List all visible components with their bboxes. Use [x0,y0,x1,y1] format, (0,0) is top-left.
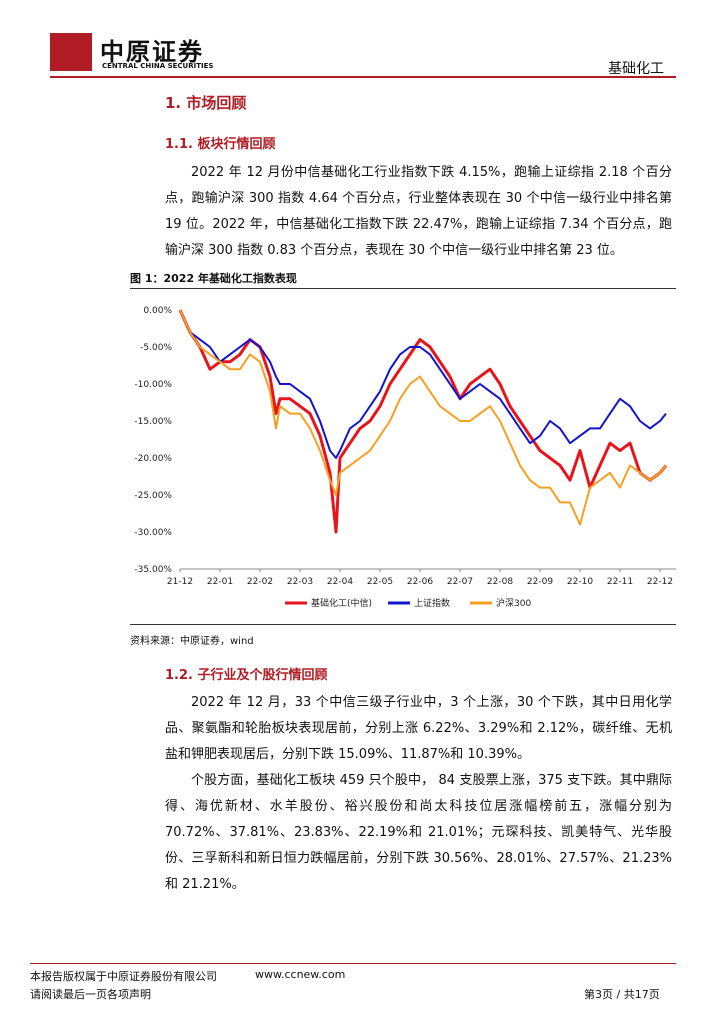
y-tick-label: -25.00% [134,491,172,501]
x-tick-label: 22-05 [367,577,393,587]
source: 资料来源：中原证券，wind [130,636,254,647]
y-tick-label: -30.00% [134,528,172,538]
x-tick-label: 21-12 [167,577,193,587]
legend-label: 上证指数 [414,597,450,609]
x-tick-label: 22-11 [607,577,633,587]
figure-caption: 图 1：2022 年基础化工指数表现 [130,272,297,285]
x-tick-label: 22-01 [207,577,233,587]
y-tick-label: -5.00% [140,343,172,353]
x-tick-label: 22-04 [327,577,353,587]
subsection-title: 1.2. 子行业及个股行情回顾 [165,668,328,683]
subsection-title: 1.1. 板块行情回顾 [165,137,276,152]
section-title: 1. 市场回顾 [165,94,247,112]
y-tick-label: -10.00% [134,380,172,390]
y-tick-label: 0.00% [143,306,172,316]
disclaimer: 请阅读最后一页各项声明 [30,988,151,1001]
x-tick-label: 22-08 [487,577,513,587]
x-tick-label: 22-07 [447,577,473,587]
source-rule [130,624,676,625]
copyright: 本报告版权属于中原证券股份有限公司 [30,970,217,983]
y-tick-label: -35.00% [134,565,172,575]
paragraph: 2022 年 12 月份中信基础化工行业指数下跌 4.15%，跑输上证综指 2.… [165,165,672,258]
x-tick-label: 22-02 [247,577,273,587]
paragraph: 2022 年 12 月，33 个中信三级子行业中，3 个上涨，30 个下跌，其中… [165,695,672,762]
series-line [178,309,668,534]
x-tick-label: 22-09 [527,577,553,587]
chart: 0.00% -5.00% -10.00% -15.00% -20.00% -25.00% -… [134,306,676,609]
series-line [179,309,667,526]
logo-mark [50,33,92,71]
x-tick-label: 22-06 [407,577,433,587]
x-tick-label: 22-12 [647,577,673,587]
x-tick-label: 22-10 [567,577,593,587]
sector: 基础化工 [608,61,664,77]
website: www.ccnew.com [255,968,346,981]
footer-rule [30,963,676,964]
caption-rule [130,288,676,289]
legend-label: 基础化工(中信) [311,597,372,609]
legend-label: 沪深300 [496,597,531,609]
y-tick-label: -20.00% [134,454,172,464]
page-number: 第3页 / 共17页 [584,988,660,1001]
logo-cn: 中原证券 [100,38,204,66]
x-tick-label: 22-03 [287,577,313,587]
logo-en: CENTRAL CHINA SECURITIES [102,62,214,70]
series-line [179,309,667,459]
y-tick-label: -15.00% [134,417,172,427]
paragraph: 个股方面，基础化工板块 459 只个股中， 84 支股票上涨，375 支下跌。其… [165,773,672,892]
header-rule [50,76,676,78]
